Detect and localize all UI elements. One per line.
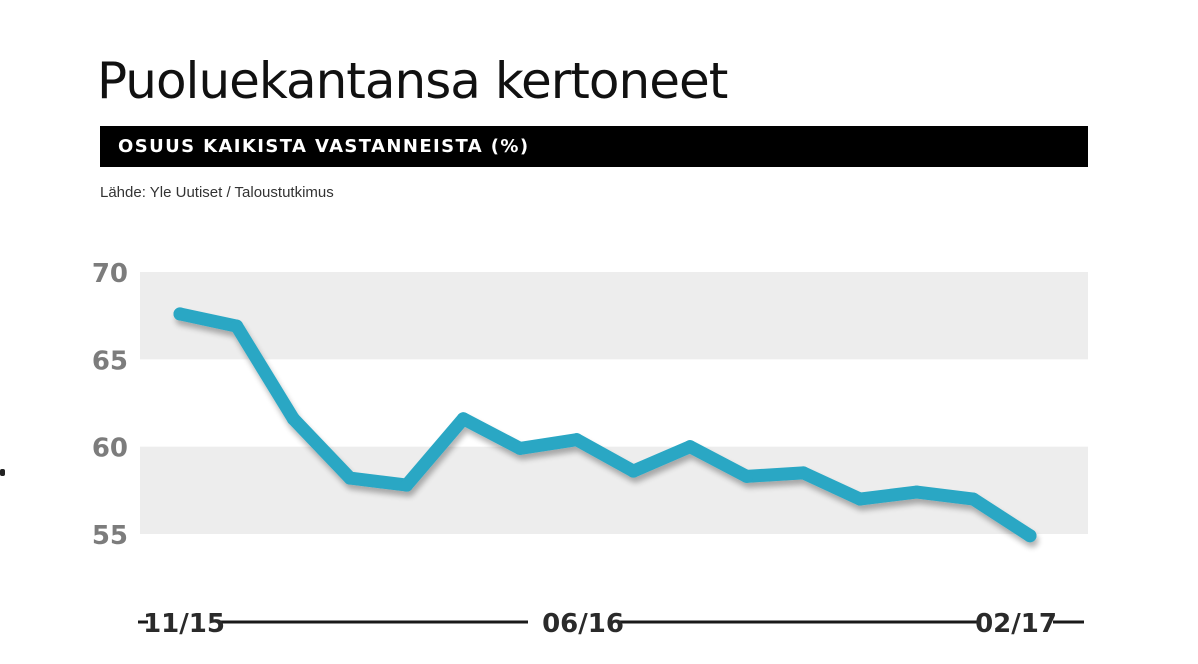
x-axis: 11/15 06/16 02/17 [138,609,1084,639]
x-tick-label: 06/16 [542,609,624,639]
data-point [513,441,527,455]
data-point [853,492,867,506]
y-tick-label: 55 [92,521,128,551]
data-point [570,433,584,447]
edge-dot [0,469,5,476]
data-point [456,412,470,426]
data-point [683,440,697,454]
subtitle-bar: OSUUS KAIKISTA VASTANNEISTA (%) [100,126,1088,167]
grid-band [140,272,1088,360]
data-point [173,307,187,321]
data-point [796,466,810,480]
series-group [173,307,1037,543]
x-tick-label: 02/17 [975,609,1057,639]
chart-subtitle: OSUUS KAIKISTA VASTANNEISTA (%) [118,136,530,157]
y-tick-label: 60 [92,434,128,464]
data-point [740,469,754,483]
data-point [400,478,414,492]
data-point [286,412,300,426]
x-tick-label: 11/15 [143,609,225,639]
series-line [173,307,1037,543]
y-tick-label: 65 [92,346,128,376]
data-point [1023,529,1037,543]
chart-title: Puoluekantansa kertoneet [97,52,728,110]
data-point [626,464,640,478]
y-axis: 70 65 60 55 [92,259,128,551]
data-point [910,485,924,499]
data-point [343,471,357,485]
data-point [966,492,980,506]
y-tick-label: 70 [92,259,128,289]
source-note: Lähde: Yle Uutiset / Taloustutkimus [100,184,334,201]
data-point [230,319,244,333]
